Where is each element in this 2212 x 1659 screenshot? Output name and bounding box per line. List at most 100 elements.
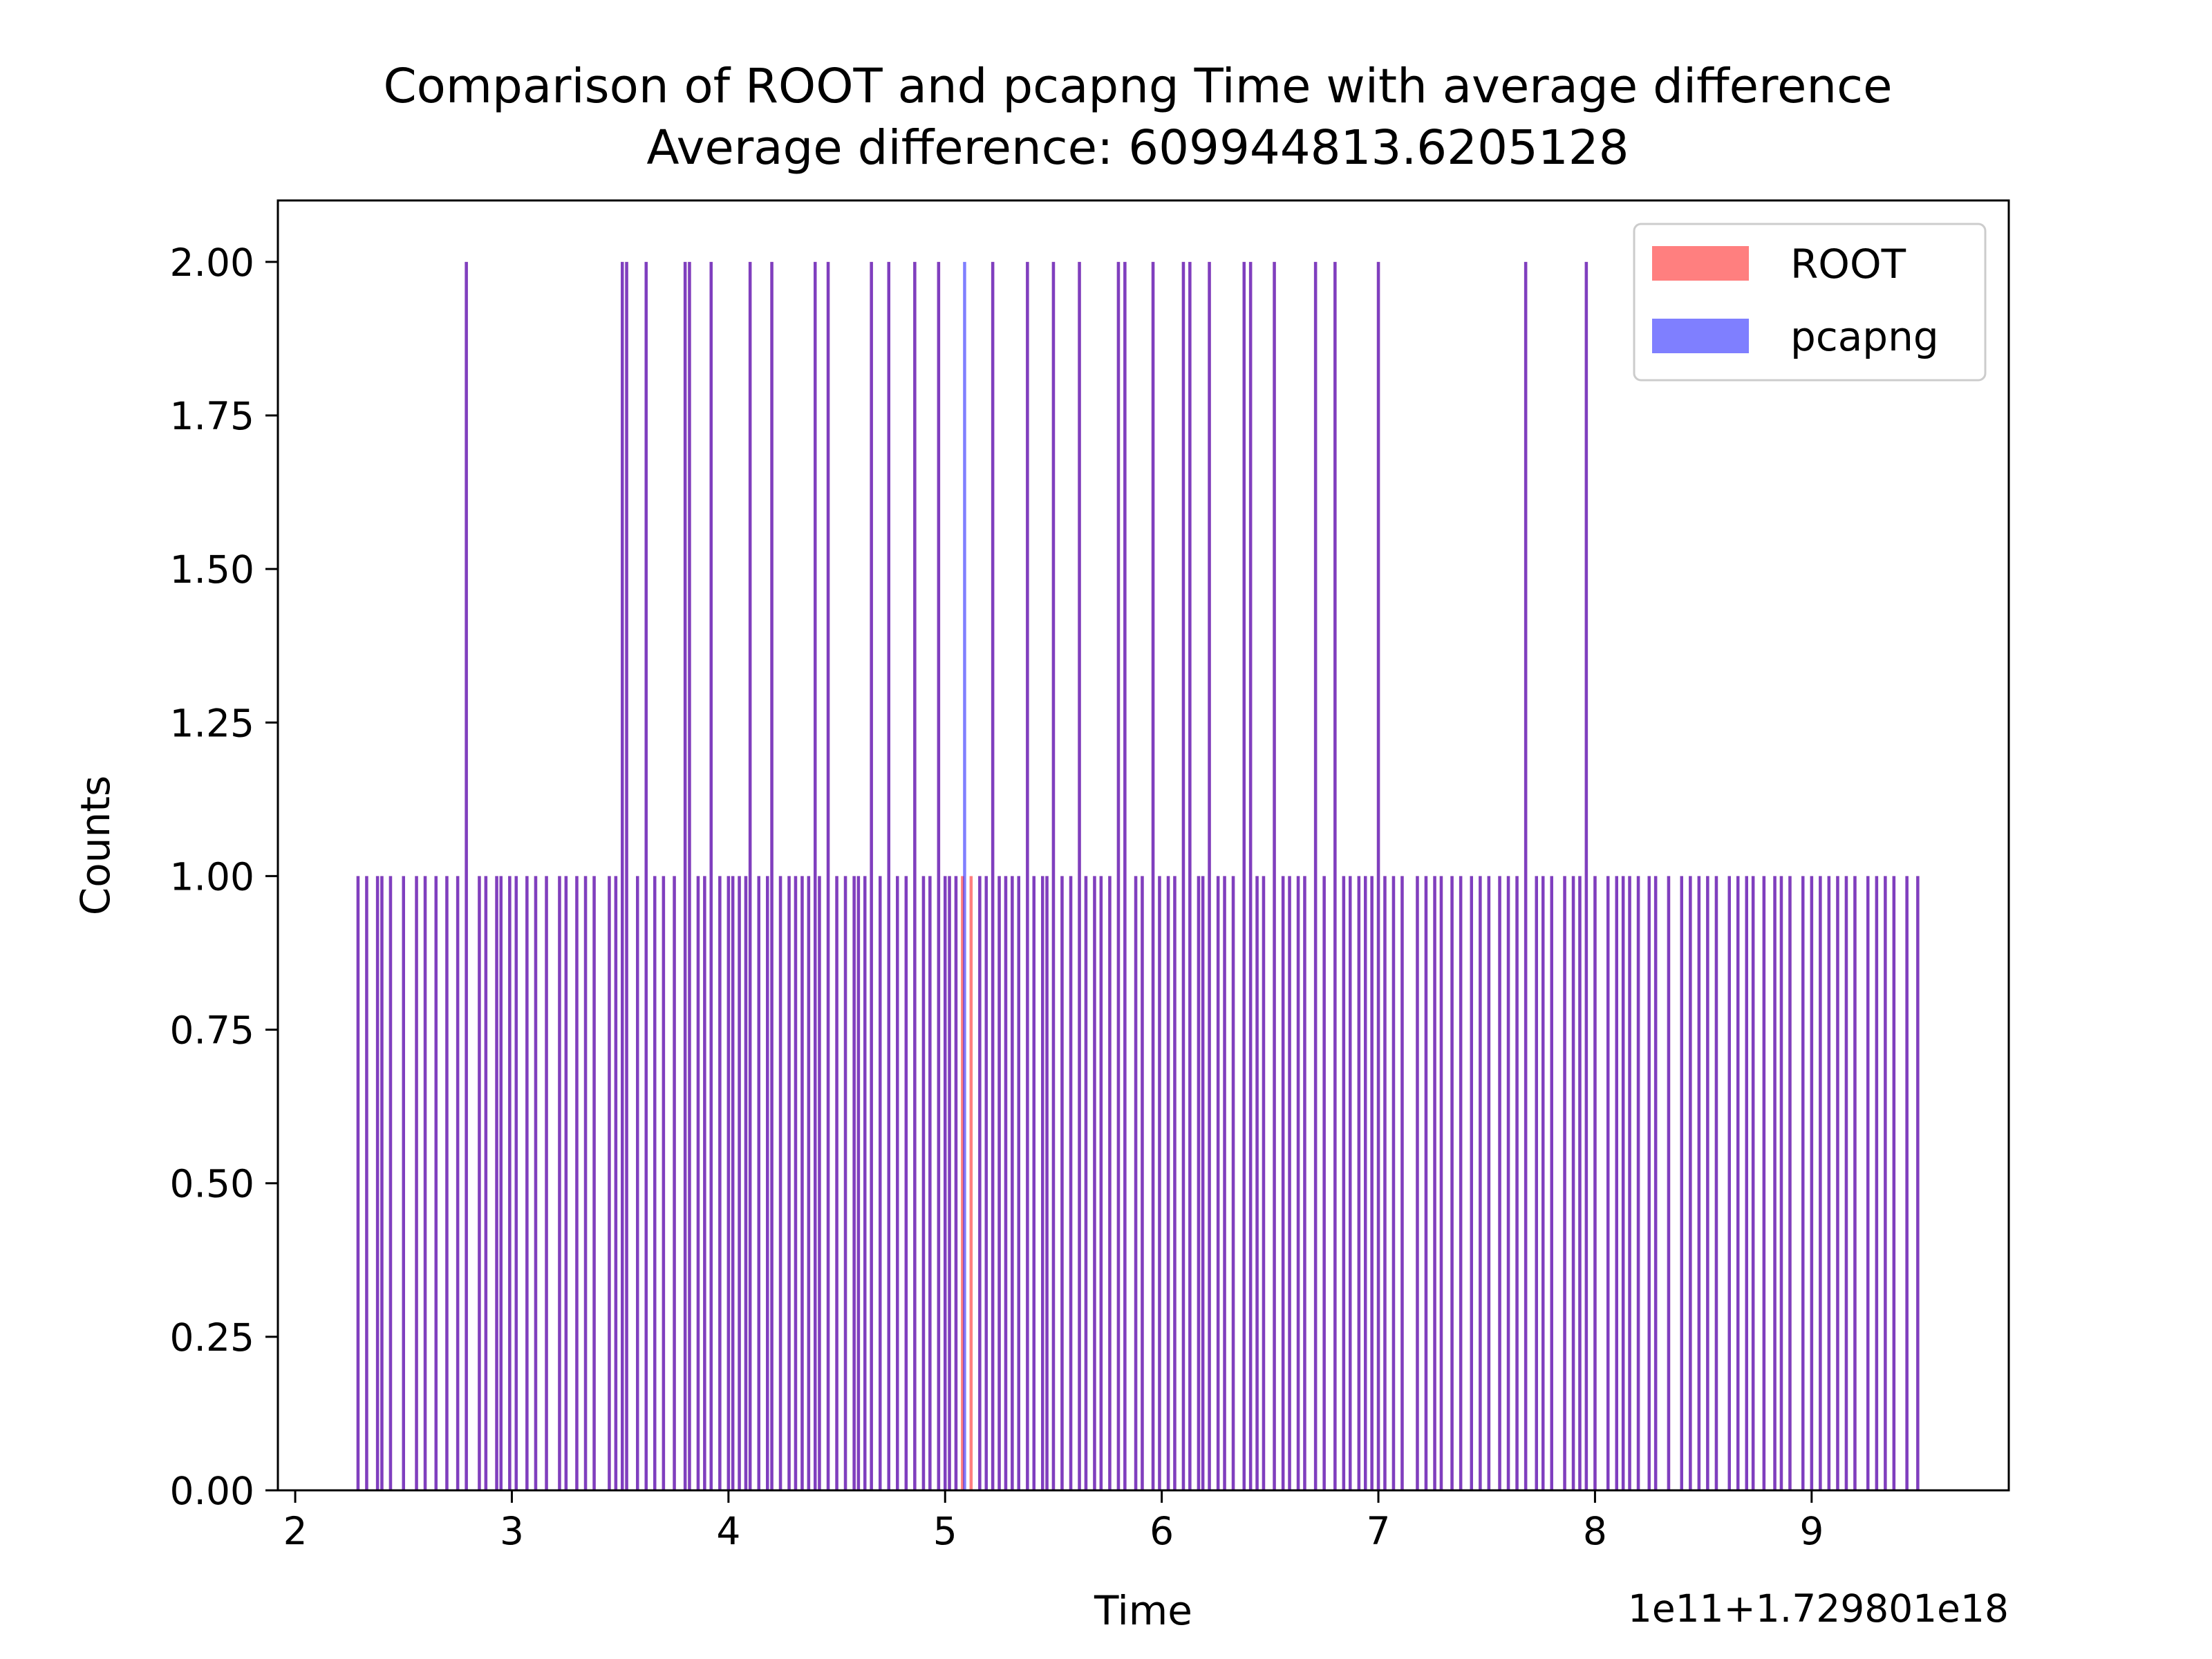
bar-pcapng <box>1288 876 1291 1490</box>
bar-pcapng <box>718 876 722 1490</box>
bar-pcapng <box>1680 876 1683 1490</box>
bar-pcapng <box>1242 261 1246 1490</box>
x-tick-label: 5 <box>933 1509 957 1553</box>
bar-pcapng <box>778 876 782 1490</box>
bar-pcapng <box>1571 876 1575 1490</box>
bar-pcapng <box>1166 876 1170 1490</box>
bar-pcapng <box>1041 876 1044 1490</box>
bar-pcapng <box>1450 876 1454 1490</box>
bar-pcapng <box>1615 876 1618 1490</box>
x-tick-label: 9 <box>1799 1509 1824 1553</box>
bar-pcapng <box>928 876 932 1490</box>
bar-pcapng <box>954 876 958 1490</box>
bar-pcapng <box>1621 876 1625 1490</box>
bar-pcapng <box>1134 876 1138 1490</box>
bar-pcapng <box>814 261 817 1490</box>
bar-pcapng <box>978 876 982 1490</box>
bar-pcapng <box>1916 876 1920 1490</box>
bar-pcapng <box>592 876 596 1490</box>
bar-pcapng <box>1550 876 1553 1490</box>
y-tick-label: 1.25 <box>170 701 254 745</box>
bar-pcapng <box>984 876 988 1490</box>
bar-pcapng <box>525 876 529 1490</box>
y-tick-label: 1.00 <box>170 854 254 899</box>
bar-pcapng <box>1011 876 1014 1490</box>
bar-pcapng <box>1487 876 1491 1490</box>
bar-pcapng <box>1201 876 1205 1490</box>
bar-pcapng <box>1593 876 1597 1490</box>
bar-pcapng <box>787 876 791 1490</box>
bar-pcapng <box>1836 876 1839 1490</box>
bar-pcapng <box>1541 876 1545 1490</box>
bar-pcapng <box>514 876 518 1490</box>
bar-pcapng <box>748 261 752 1490</box>
y-tick-label: 0.50 <box>170 1162 254 1206</box>
bar-pcapng <box>1141 876 1144 1490</box>
bar-pcapng <box>1905 876 1909 1490</box>
bar-pcapng <box>963 261 966 1490</box>
bar-pcapng <box>1479 876 1482 1490</box>
bar-pcapng <box>673 876 676 1490</box>
bar-pcapng <box>731 876 735 1490</box>
x-axis-ticks: 2 3 4 5 6 7 8 9 <box>283 1490 1824 1553</box>
bar-pcapng <box>1296 876 1300 1490</box>
legend-swatch-pcapng <box>1652 319 1749 353</box>
bar-pcapng <box>1313 261 1318 1490</box>
bar-pcapng <box>1727 876 1731 1490</box>
bar-pcapng <box>1506 876 1510 1490</box>
bar-pcapng <box>1628 876 1631 1490</box>
bar-pcapng <box>1636 876 1640 1490</box>
bar-pcapng <box>826 261 830 1490</box>
bar-pcapng <box>1714 876 1718 1490</box>
bar-pcapng <box>1706 876 1709 1490</box>
bar-pcapng <box>1093 876 1096 1490</box>
bar-pcapng <box>1697 876 1701 1490</box>
bar-pcapng <box>1827 876 1831 1490</box>
legend-swatch-root <box>1652 246 1749 281</box>
bar-pcapng <box>415 876 418 1490</box>
bar-pcapng <box>1788 876 1792 1490</box>
bar-pcapng <box>1349 876 1352 1490</box>
bar-pcapng <box>380 876 384 1490</box>
bar-pcapng <box>1322 876 1326 1490</box>
bar-pcapng <box>499 876 503 1490</box>
bar-pcapng <box>1069 876 1073 1490</box>
bar-pcapng <box>621 261 624 1490</box>
plot-frame <box>276 199 2010 1492</box>
bar-pcapng <box>653 876 657 1490</box>
bar-pcapng <box>1333 261 1337 1490</box>
bar-pcapng <box>1439 876 1443 1490</box>
bar-pcapng <box>608 876 611 1490</box>
bar-pcapng <box>1032 876 1035 1490</box>
bar-pcapng <box>662 876 666 1490</box>
y-tick-label: 0.25 <box>170 1315 254 1360</box>
chart-title: Comparison of ROOT and pcapng Time with … <box>383 59 1892 114</box>
bar-pcapng <box>944 876 947 1490</box>
bar-pcapng <box>1357 876 1361 1490</box>
bar-pcapng <box>800 876 804 1490</box>
bar-pcapng <box>445 876 449 1490</box>
y-axis-label: Counts <box>72 776 119 915</box>
bar-pcapng <box>1584 261 1588 1490</box>
bar-pcapng <box>1773 876 1777 1490</box>
bar-pcapng <box>1099 876 1103 1490</box>
bar-pcapng <box>456 876 460 1490</box>
bar-pcapng <box>807 876 811 1490</box>
bar-pcapng <box>937 261 941 1490</box>
bar-pcapng <box>1342 876 1346 1490</box>
y-tick-label: 1.50 <box>170 547 254 592</box>
bar-pcapng <box>1433 876 1436 1490</box>
bar-pcapng <box>1647 876 1651 1490</box>
bar-pcapng <box>1281 876 1285 1490</box>
y-tick-label: 0.75 <box>170 1009 254 1053</box>
bar-pcapng <box>375 876 379 1490</box>
bar-pcapng <box>921 876 926 1490</box>
bar-pcapng <box>1188 261 1192 1490</box>
bar-pcapng <box>465 261 468 1490</box>
bar-pcapng <box>948 876 951 1490</box>
bar-pcapng <box>870 261 873 1490</box>
bar-pcapng <box>727 876 731 1490</box>
x-axis-label: Time <box>1094 1587 1192 1634</box>
bar-pcapng <box>1400 876 1404 1490</box>
